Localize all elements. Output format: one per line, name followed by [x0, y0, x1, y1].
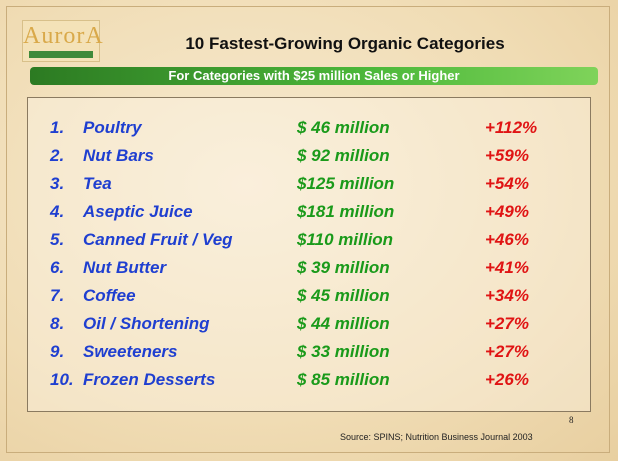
cell-name: Frozen Desserts — [83, 370, 216, 389]
cell-growth: +54% — [485, 174, 529, 193]
logo: AurorA — [22, 20, 104, 62]
cell-rank: 6. — [50, 258, 65, 277]
cell-name: Poultry — [83, 118, 142, 137]
cell-sales: $ 44 million — [297, 314, 390, 333]
cell-growth: +49% — [485, 202, 529, 221]
cell-name: Coffee — [83, 286, 136, 305]
cell-name: Nut Bars — [83, 146, 154, 165]
page-number: 8 — [569, 415, 574, 425]
cell-sales: $ 33 million — [297, 342, 390, 361]
cell-rank: 1. — [50, 118, 65, 137]
cell-growth: +41% — [485, 258, 529, 277]
frame — [6, 6, 610, 453]
cell-sales: $ 45 million — [297, 286, 390, 305]
cell-growth: +26% — [485, 370, 529, 389]
cell-sales: $ 92 million — [297, 146, 390, 165]
cell-growth: +27% — [485, 342, 529, 361]
cell-growth: +59% — [485, 146, 529, 165]
cell-sales: $110 million — [297, 230, 394, 249]
cell-rank: 4. — [50, 202, 65, 221]
cell-sales: $ 39 million — [297, 258, 390, 277]
cell-name: Sweeteners — [83, 342, 178, 361]
cell-growth: +46% — [485, 230, 529, 249]
cell-name: Nut Butter — [83, 258, 167, 277]
cell-growth: +27% — [485, 314, 529, 333]
cell-name: Aseptic Juice — [83, 202, 193, 221]
cell-rank: 7. — [50, 286, 65, 305]
cell-rank: 5. — [50, 230, 65, 249]
cell-name: Oil / Shortening — [83, 314, 210, 333]
cell-rank: 10. — [50, 370, 74, 389]
cell-rank: 2. — [50, 146, 65, 165]
cell-name: Canned Fruit / Veg — [83, 230, 233, 249]
cell-sales: $ 46 million — [297, 118, 390, 137]
cell-sales: $181 million — [297, 202, 395, 221]
table: 1. Poultry $ 46 million +112% 2. Nut Bars $ 92… — [27, 97, 591, 412]
cell-growth: +34% — [485, 286, 529, 305]
cell-rank: 9. — [50, 342, 65, 361]
logo-text: AurorA — [23, 23, 104, 49]
source: Source: SPINS; Nutrition Business Journa… — [340, 432, 533, 442]
cell-sales: $ 85 million — [297, 370, 390, 389]
cell-rank: 3. — [50, 174, 65, 193]
title: 10 Fastest-Growing Organic Categories — [185, 34, 505, 53]
cell-sales: $125 million — [297, 174, 395, 193]
cell-growth: +112% — [485, 118, 538, 137]
cell-rank: 8. — [50, 314, 65, 333]
cell-name: Tea — [83, 174, 112, 193]
subtitle-banner: For Categories with $25 million Sales or… — [30, 67, 598, 85]
logo-bar — [29, 51, 93, 58]
